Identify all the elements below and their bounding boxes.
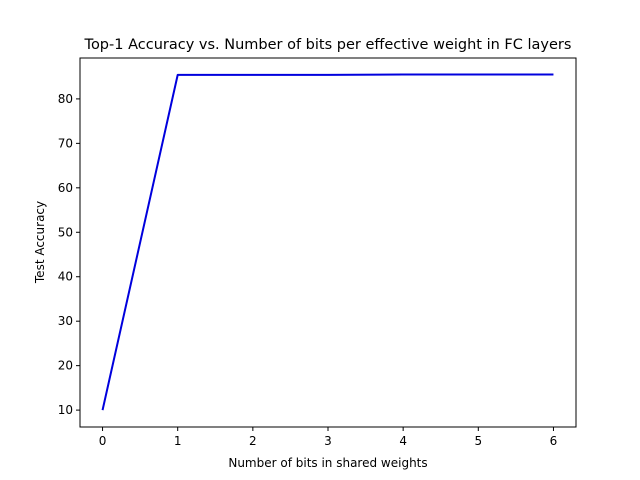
y-tick-label: 30 [58, 314, 73, 328]
x-tick-label: 3 [324, 434, 332, 448]
axes-frame [79, 57, 577, 428]
x-tick-label: 1 [174, 434, 182, 448]
x-tick-label: 6 [550, 434, 558, 448]
y-tick-label: 70 [58, 136, 73, 150]
x-tick-label: 5 [474, 434, 482, 448]
y-tick-label: 60 [58, 181, 73, 195]
series-layer [101, 73, 554, 411]
x-axis-ticks: 0 1 2 3 4 5 6 [99, 427, 558, 448]
y-tick-label: 80 [58, 92, 73, 106]
y-axis-label: Test Accuracy [33, 201, 47, 284]
chart-title: Top-1 Accuracy vs. Number of bits per ef… [84, 37, 572, 53]
x-tick-label: 4 [399, 434, 407, 448]
series-line [101, 73, 554, 411]
y-tick-label: 10 [58, 403, 73, 417]
x-tick-label: 2 [249, 434, 257, 448]
y-tick-label: 50 [58, 225, 73, 239]
y-tick-label: 40 [58, 270, 73, 284]
y-tick-label: 20 [58, 359, 73, 373]
x-tick-label: 0 [99, 434, 107, 448]
x-axis-label: Number of bits in shared weights [228, 456, 427, 470]
y-axis-ticks: 10 20 30 40 50 60 70 80 [58, 92, 80, 417]
